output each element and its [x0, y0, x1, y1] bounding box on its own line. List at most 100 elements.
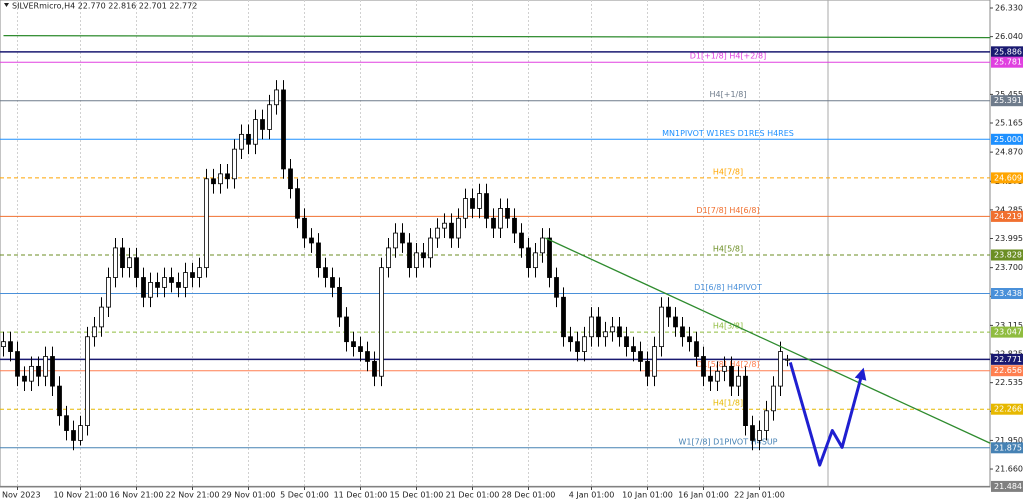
level-price-label: 22.771	[994, 355, 1022, 364]
candle-body	[169, 277, 174, 283]
x-tick-label: 28 Dec 01:00	[502, 491, 556, 500]
candle-body	[148, 282, 153, 298]
trend-line	[3, 34, 991, 39]
candle-body	[575, 341, 580, 352]
candle-body	[505, 208, 510, 219]
level-price-box	[991, 133, 1023, 145]
trend-line	[545, 237, 991, 444]
candle-body	[197, 267, 202, 278]
candle-body	[785, 358, 790, 361]
level-price-box	[991, 172, 1023, 184]
candle-body	[358, 346, 363, 352]
candle-body	[71, 430, 76, 441]
candle-body	[764, 410, 769, 431]
level-price-label: 25.000	[994, 135, 1022, 144]
candle-body	[694, 341, 699, 357]
candle-body	[673, 316, 678, 328]
candle-body	[463, 198, 468, 219]
candle-body	[365, 351, 370, 362]
candles	[1, 80, 790, 451]
candle-body	[582, 336, 587, 352]
candle-body	[715, 370, 720, 382]
level-price-box	[991, 480, 1023, 492]
candle-body	[155, 282, 160, 288]
level-name: H4[5/8]	[713, 245, 743, 254]
x-tick-label: 21 Dec 01:00	[446, 491, 500, 500]
level-name: H4[7/8]	[713, 167, 743, 176]
candle-body	[309, 237, 314, 244]
level-price-box	[991, 403, 1023, 415]
candle-body	[568, 336, 573, 343]
candle-body	[638, 351, 643, 362]
candle-body	[337, 286, 342, 318]
level-name: D1[5/8] H4[2/8]	[696, 360, 759, 369]
y-tick-label: 21.950	[995, 436, 1023, 445]
candle-body	[743, 375, 748, 426]
y-tick-label: 25.165	[995, 119, 1023, 128]
candle-body	[610, 326, 615, 333]
candle-body	[372, 361, 377, 377]
x-tick-label: 11 Dec 01:00	[334, 491, 388, 500]
candle-body	[757, 430, 762, 441]
candle-body	[316, 242, 321, 269]
y-tick-label: 25.455	[995, 90, 1023, 99]
candle-body	[421, 252, 426, 259]
candle-body	[386, 247, 391, 269]
axes: 26.33026.04025.45525.16524.87024.57524.2…	[0, 3, 1023, 500]
level-price-label: 22.266	[994, 405, 1022, 414]
candle-body	[204, 178, 209, 269]
candle-body	[225, 173, 230, 180]
y-tick-label: 21.660	[995, 465, 1023, 474]
candle-body	[106, 277, 111, 308]
candle-body	[85, 336, 90, 426]
level-price-box	[991, 210, 1023, 222]
candle-body	[645, 361, 650, 377]
candle-body	[603, 331, 608, 338]
candle-body	[729, 365, 734, 387]
level-price-label: 21.484	[994, 482, 1022, 491]
forecast-path	[788, 361, 867, 467]
level-name: H4[3/8]	[713, 322, 743, 331]
level-price-box	[991, 249, 1023, 261]
x-tick-label: 15 Dec 01:00	[390, 491, 444, 500]
x-tick-label: 4 Jan 01:00	[569, 491, 615, 500]
plot-frame	[0, 0, 991, 488]
y-tick-label: 22.535	[995, 378, 1023, 387]
level-price-box	[991, 365, 1023, 377]
candle-body	[561, 296, 566, 338]
candle-body	[64, 415, 69, 431]
x-tick-label: 22 Jan 01:00	[734, 491, 785, 500]
candle-body	[484, 193, 489, 219]
candle-body	[330, 277, 335, 288]
candle-body	[176, 282, 181, 288]
candle-body	[113, 247, 118, 278]
candle-body	[778, 351, 783, 387]
candle-body	[183, 272, 188, 288]
candle-body	[1, 341, 6, 348]
level-name: W1[7/8] D1PIVOT H4SUP	[678, 437, 777, 446]
y-tick-label: 26.040	[995, 32, 1023, 41]
candle-body	[57, 385, 62, 417]
candle-body	[435, 227, 440, 239]
level-price-label: 23.047	[994, 328, 1022, 337]
candle-body	[211, 178, 216, 185]
x-tick-label: 10 Jan 01:00	[622, 491, 673, 500]
candle-body	[36, 365, 41, 377]
candle-body	[722, 365, 727, 372]
candle-body	[393, 232, 398, 249]
candle-body	[491, 217, 496, 229]
candle-body	[302, 217, 307, 239]
candle-body	[771, 385, 776, 412]
candle-body	[666, 306, 671, 318]
candle-body	[379, 267, 384, 377]
candle-body	[50, 356, 55, 387]
annotations	[3, 34, 991, 467]
candle-body	[526, 247, 531, 269]
candle-body	[533, 252, 538, 269]
candle-body	[519, 232, 524, 249]
candle-body	[631, 346, 636, 352]
level-price-label: 23.828	[994, 251, 1022, 260]
candle-body	[400, 232, 405, 244]
y-tick-label: 24.285	[995, 205, 1023, 214]
candle-body	[267, 104, 272, 130]
